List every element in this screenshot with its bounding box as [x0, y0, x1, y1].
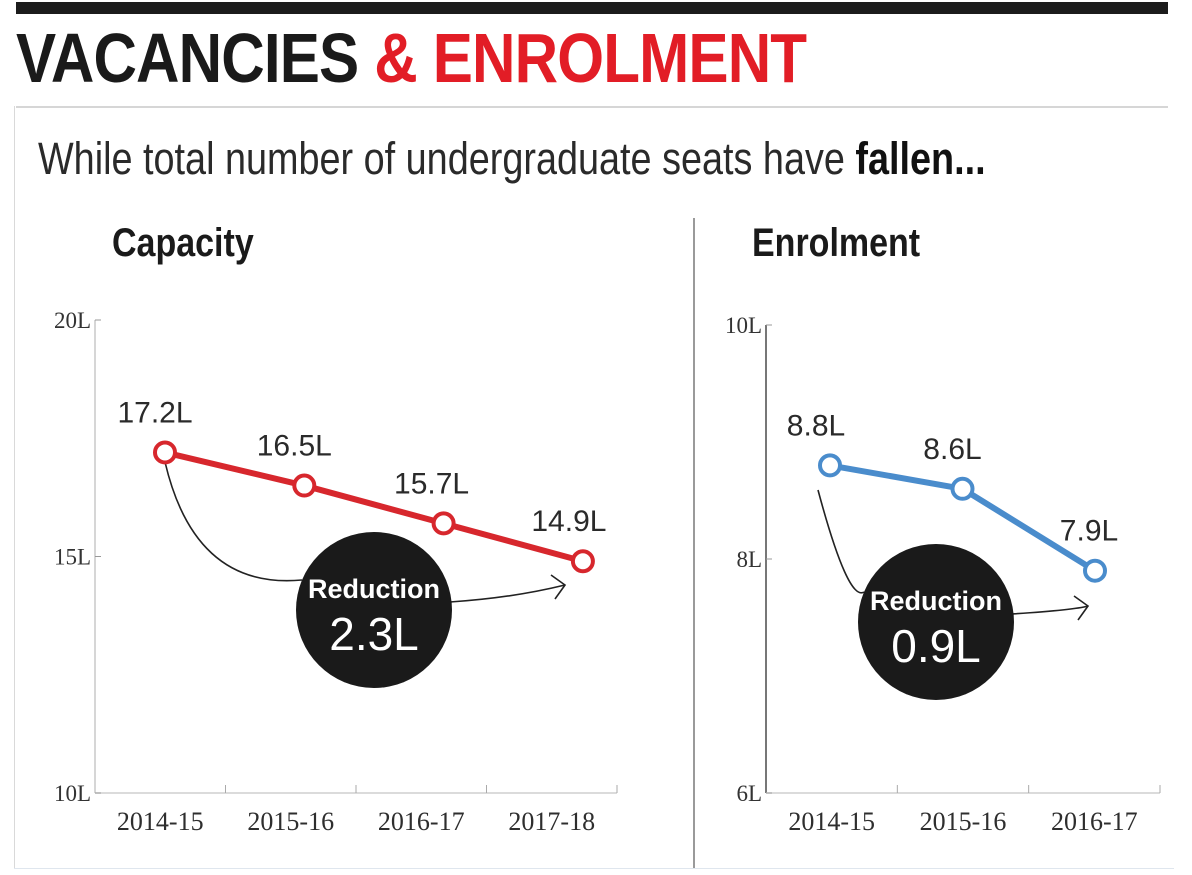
capacity-y-tick-label: 10L	[54, 781, 91, 806]
enrolment-chart-title: Enrolment	[752, 221, 921, 265]
capacity-y-tick-label: 15L	[54, 545, 91, 570]
capacity-data-label: 17.2L	[117, 396, 192, 429]
page-title: VACANCIES & ENROLMENT	[16, 19, 807, 97]
subtitle-bold: fallen...	[855, 133, 986, 184]
title-rule	[16, 106, 1168, 108]
capacity-reduction-label: Reduction	[308, 574, 440, 604]
enrolment-reduction-bubble	[858, 544, 1014, 700]
capacity-data-point	[570, 549, 595, 574]
capacity-arrowhead-icon	[550, 574, 567, 600]
enrolment-x-tick-label: 2014-15	[788, 807, 875, 836]
capacity-reduction-arc	[164, 461, 303, 582]
capacity-x-tick-label: 2014-15	[117, 807, 204, 836]
capacity-data-label: 15.7L	[394, 467, 469, 500]
enrolment-data-label: 8.8L	[787, 409, 845, 442]
enrolment-data-label: 8.6L	[923, 433, 981, 466]
enrolment-reduction-label: Reduction	[870, 586, 1002, 616]
enrolment-data-label: 7.9L	[1060, 515, 1118, 548]
enrolment-x-tick-label: 2015-16	[920, 807, 1007, 836]
capacity-reduction-bubble	[296, 532, 452, 688]
enrolment-data-point	[818, 453, 842, 478]
enrolment-data-point	[1083, 558, 1107, 583]
enrolment-reduction-arrow	[1011, 605, 1089, 615]
header-top-bar	[16, 2, 1168, 14]
capacity-data-point	[153, 440, 177, 465]
capacity-data-point	[292, 473, 317, 498]
subtitle: While total number of undergraduate seat…	[38, 132, 986, 186]
enrolment-y-tick-label: 10L	[725, 313, 762, 338]
capacity-x-tick-label: 2017-18	[508, 807, 595, 836]
title-part-dark: VACANCIES	[16, 19, 359, 97]
chart-divider	[693, 218, 695, 868]
capacity-reduction-arrow	[449, 584, 566, 603]
capacity-x-tick-label: 2016-17	[378, 807, 465, 836]
enrolment-arrowhead-icon	[1073, 595, 1090, 621]
title-part-accent: & ENROLMENT	[374, 19, 807, 97]
capacity-data-label: 14.9L	[531, 505, 606, 538]
subtitle-regular: While total number of undergraduate seat…	[38, 133, 856, 184]
enrolment-data-point	[950, 476, 975, 501]
capacity-reduction-value: 2.3L	[329, 608, 419, 660]
capacity-data-label: 16.5L	[257, 430, 332, 463]
frame-left-border	[14, 106, 15, 868]
enrolment-y-tick-label: 6L	[736, 781, 762, 806]
frame-bottom-border	[14, 868, 1174, 869]
enrolment-x-tick-label: 2016-17	[1051, 807, 1138, 836]
capacity-y-tick-label: 20L	[54, 308, 91, 333]
capacity-data-point	[431, 511, 456, 536]
capacity-chart-title: Capacity	[112, 221, 254, 265]
capacity-series-line	[164, 449, 584, 565]
capacity-x-tick-label: 2015-16	[247, 807, 334, 836]
enrolment-reduction-value: 0.9L	[891, 620, 981, 672]
enrolment-y-tick-label: 8L	[736, 547, 762, 572]
enrolment-reduction-arc	[817, 489, 865, 594]
